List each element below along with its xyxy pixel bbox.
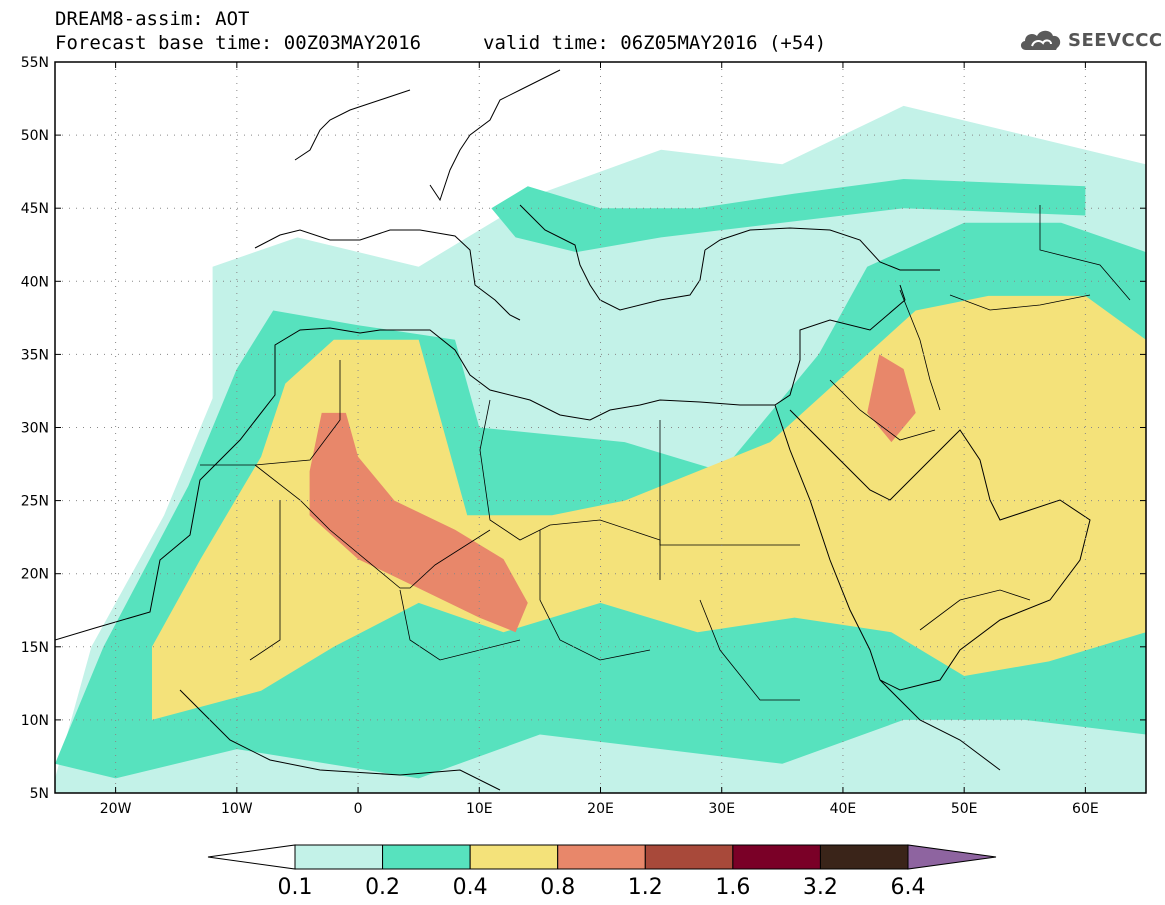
lon-tick-label: 20E <box>587 801 614 817</box>
colorbar-box <box>644 844 734 870</box>
lat-tick-label: 15N <box>21 640 49 656</box>
lon-tick-label: 20W <box>100 801 132 817</box>
lon-tick-label: 30E <box>708 801 735 817</box>
lat-tick-label: 45N <box>21 201 49 217</box>
forecast-base-time: Forecast base time: 00Z03MAY2016 <box>55 32 422 54</box>
colorbar-box <box>732 844 821 870</box>
coastlines <box>55 69 1091 791</box>
colorbar-label: 1.6 <box>715 875 750 900</box>
logo-text: SEEVCCC <box>1068 30 1163 51</box>
lon-tick-label: 60E <box>1072 801 1099 817</box>
lat-tick-label: 5N <box>30 786 49 802</box>
political-borders <box>200 205 1131 701</box>
lat-tick-label: 55N <box>21 55 49 71</box>
valid-time: valid time: 06Z05MAY2016 (+54) <box>483 32 827 54</box>
colorbar-under-triangle <box>207 844 296 870</box>
lat-tick-label: 20N <box>21 567 49 583</box>
colorbar-box <box>819 844 909 870</box>
axis-ticks: 20W 10W 0 10E 20E 30E 40E 50E 60E 55N 50N 45N 40N 35N… <box>21 55 1146 817</box>
cloud-icon <box>1020 30 1061 50</box>
seevccc-logo: SEEVCCC <box>1018 24 1162 54</box>
lon-tick-label: 10W <box>221 801 253 817</box>
lat-tick-label: 35N <box>21 347 49 363</box>
colorbar-box <box>557 844 646 870</box>
lon-tick-label: 40E <box>830 801 857 817</box>
lat-tick-label: 25N <box>21 494 49 510</box>
colorbar-box <box>469 844 559 870</box>
lat-tick-label: 10N <box>21 713 49 729</box>
colorbar-box <box>382 844 471 870</box>
lat-tick-label: 40N <box>21 274 49 290</box>
colorbar-label: 0.1 <box>278 875 313 900</box>
colorbar-over-triangle <box>907 844 997 870</box>
colorbar-label: 6.4 <box>891 875 926 900</box>
lon-tick-label: 0 <box>354 801 363 817</box>
colorbar-label: 0.4 <box>453 875 488 900</box>
colorbar: 0.1 0.2 0.4 0.8 1.2 1.6 3.2 6.4 <box>207 844 997 900</box>
colorbar-label: 0.2 <box>365 875 400 900</box>
colorbar-box <box>294 844 384 870</box>
aot-contour-regions <box>55 105 1146 793</box>
aot-region-2 <box>491 179 1086 253</box>
map-title: DREAM8-assim: AOT <box>55 8 250 30</box>
colorbar-label: 1.2 <box>628 875 663 900</box>
aot-region-4 <box>309 412 528 633</box>
lat-tick-label: 30N <box>21 421 49 437</box>
lat-tick-label: 50N <box>21 128 49 144</box>
lon-tick-label: 50E <box>951 801 978 817</box>
lon-tick-label: 10E <box>466 801 493 817</box>
graticule <box>55 62 1146 793</box>
aot-region-5 <box>867 354 916 443</box>
colorbar-label: 0.8 <box>540 875 575 900</box>
colorbar-label: 3.2 <box>803 875 838 900</box>
